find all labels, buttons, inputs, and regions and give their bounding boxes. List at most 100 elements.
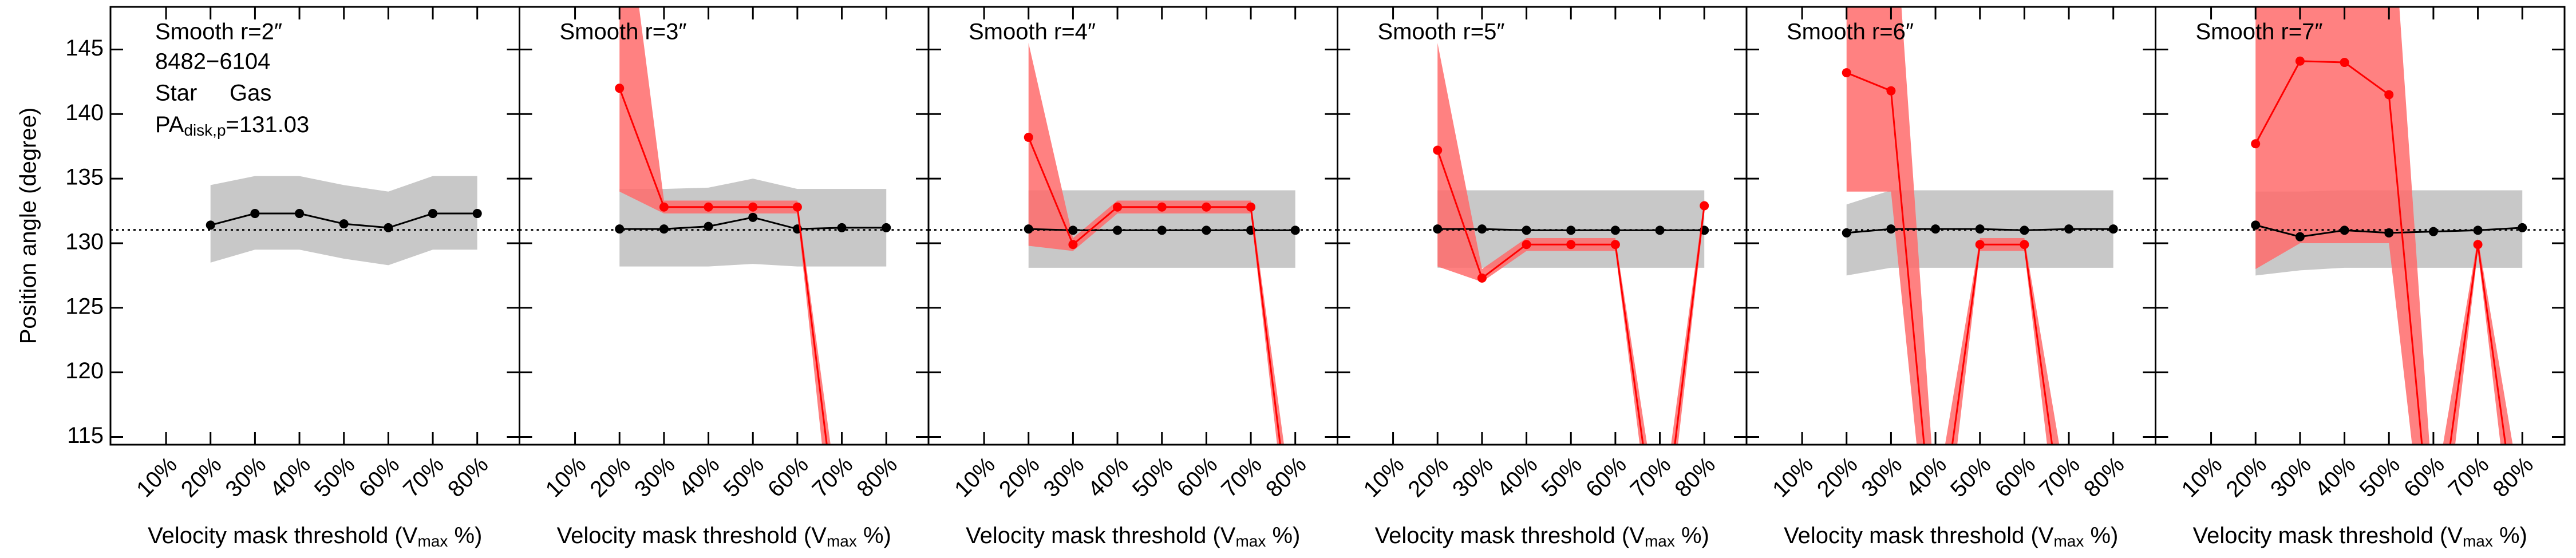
x-axis-label-part: Velocity mask threshold (V: [557, 523, 827, 548]
data-point: [1477, 273, 1487, 283]
panel-title: Smooth r=7″: [2196, 19, 2323, 45]
legend-label: Star: [155, 81, 197, 106]
x-tick-label: 50%: [1128, 452, 1178, 502]
x-tick-label: 70%: [1626, 452, 1676, 502]
data-point: [1610, 225, 1620, 235]
series-line: [1846, 72, 2053, 445]
x-axis-label-part: Velocity mask threshold (V: [1375, 523, 1645, 548]
x-tick-label: 70%: [1216, 452, 1267, 502]
x-tick-label: 30%: [1039, 452, 1089, 502]
data-point: [2251, 220, 2261, 230]
data-point: [1113, 202, 1123, 212]
x-axis-label: Velocity mask threshold (Vmax %): [557, 523, 891, 551]
panel: [1337, 43, 1747, 445]
panel: [929, 43, 1338, 445]
data-point: [748, 212, 758, 222]
data-point: [2428, 227, 2438, 236]
x-tick-label: 70%: [2034, 452, 2085, 502]
data-point: [1886, 86, 1896, 96]
x-axis-label-part: max: [827, 532, 857, 550]
x-tick-label: 30%: [2266, 452, 2316, 502]
x-tick-label: 50%: [1946, 452, 1996, 502]
x-tick-label: 20%: [1812, 452, 1863, 502]
panel-title: Smooth r=6″: [1787, 19, 1914, 45]
x-tick-label: 80%: [852, 452, 902, 502]
x-axis-label-part: Velocity mask threshold (V: [966, 523, 1236, 548]
data-point: [1024, 224, 1033, 234]
x-tick-label: 30%: [1448, 452, 1498, 502]
x-axis-label-part: max: [2463, 532, 2493, 550]
data-point: [1975, 224, 1985, 234]
x-tick-label: 40%: [2310, 452, 2361, 502]
x-tick-label: 10%: [1768, 452, 1818, 502]
panel-title: Smooth r=4″: [969, 19, 1096, 45]
data-point: [1566, 240, 1576, 250]
x-tick-label: 20%: [585, 452, 635, 502]
data-point: [295, 209, 305, 219]
x-tick-label: 60%: [1990, 452, 2041, 502]
x-axis-label-part: Velocity mask threshold (V: [1784, 523, 2054, 548]
x-tick-label: 30%: [630, 452, 680, 502]
data-point: [2384, 228, 2394, 238]
data-point: [2384, 90, 2394, 100]
y-tick-label: 115: [67, 423, 104, 448]
data-point: [1975, 240, 1985, 250]
data-point: [2020, 240, 2029, 250]
x-tick-label: 20%: [176, 452, 227, 502]
data-point: [748, 202, 758, 212]
data-point: [1522, 225, 1531, 235]
panel: [2155, 7, 2565, 445]
data-point: [1068, 225, 1078, 235]
x-tick-label: 80%: [1261, 452, 1311, 502]
legend-label: Gas: [230, 81, 271, 106]
x-tick-label: 70%: [398, 452, 449, 502]
data-point: [1610, 240, 1620, 250]
x-axis-label-part: Velocity mask threshold (V: [148, 523, 418, 548]
x-tick-label: 60%: [1172, 452, 1223, 502]
x-tick-label: 60%: [2399, 452, 2449, 502]
error-band: [2255, 7, 2513, 445]
y-tick-label: 140: [65, 100, 104, 125]
data-point: [206, 220, 215, 230]
y-tick-label: 120: [65, 358, 104, 383]
data-point: [472, 209, 482, 219]
data-point: [2340, 225, 2349, 235]
data-point: [2020, 225, 2029, 235]
data-point: [704, 221, 713, 231]
data-point: [428, 209, 438, 219]
data-point: [1842, 228, 1851, 238]
x-axis-label-part: Velocity mask threshold (V: [2193, 523, 2463, 548]
data-point: [1700, 201, 1709, 211]
x-tick-label: 50%: [310, 452, 360, 502]
x-tick-label: 50%: [718, 452, 769, 502]
x-tick-label: 40%: [1492, 452, 1543, 502]
x-tick-label: 30%: [221, 452, 271, 502]
series-line: [618, 88, 828, 445]
data-point: [1886, 224, 1896, 234]
annotation: 8482−6104: [155, 49, 270, 74]
pa-label-part: PA: [155, 112, 184, 137]
x-tick-label: 20%: [2221, 452, 2271, 502]
x-tick-label: 80%: [2488, 452, 2538, 502]
x-axis-label-part: max: [1235, 532, 1266, 550]
x-axis-label-part: %): [2084, 523, 2118, 548]
data-point: [615, 84, 625, 93]
data-point: [2473, 240, 2483, 250]
pa-label-part: =131.03: [226, 112, 310, 137]
x-axis-label-part: %): [448, 523, 482, 548]
data-point: [615, 224, 625, 234]
x-tick-label: 20%: [1403, 452, 1453, 502]
data-point: [1157, 225, 1167, 235]
pa-label-part: disk,p: [184, 121, 226, 139]
data-point: [1202, 225, 1211, 235]
x-tick-label: 80%: [443, 452, 493, 502]
data-point: [1433, 145, 1443, 155]
x-axis-label-part: %): [857, 523, 891, 548]
data-point: [2251, 139, 2261, 149]
data-point: [2295, 232, 2305, 242]
data-point: [659, 202, 669, 212]
x-axis-label-part: %): [1675, 523, 1709, 548]
x-tick-label: 50%: [2354, 452, 2405, 502]
data-point: [1433, 224, 1443, 234]
error-band: [1846, 7, 2060, 445]
